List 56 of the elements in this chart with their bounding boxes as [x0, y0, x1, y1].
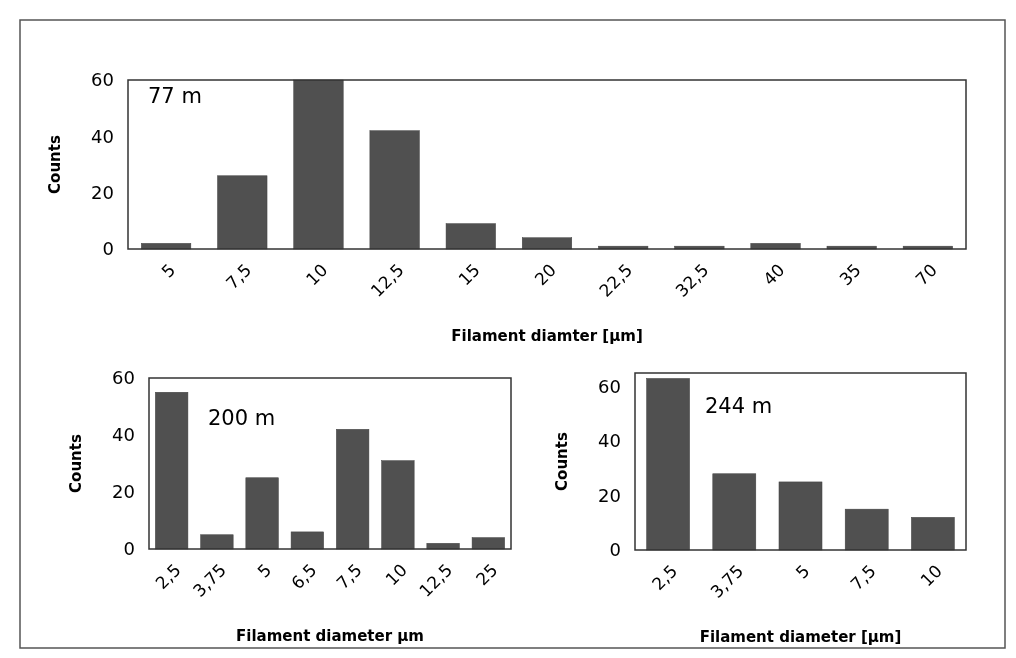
bar — [911, 517, 955, 551]
y-axis-title: Counts — [46, 135, 64, 194]
y-tick-label: 40 — [91, 125, 114, 147]
x-tick-label: 2,5 — [151, 559, 185, 594]
bar — [217, 175, 268, 250]
x-tick-label: 20 — [530, 259, 561, 290]
x-tick-label: 6,5 — [287, 559, 321, 594]
bar — [155, 392, 189, 550]
bar — [521, 237, 573, 250]
x-axis-title: Filament diameter µm — [236, 627, 424, 645]
bar — [778, 481, 823, 551]
y-tick-label: 60 — [112, 367, 135, 389]
y-tick-label: 20 — [91, 181, 114, 203]
x-tick-label: 5 — [157, 259, 180, 282]
x-tick-label: 5 — [791, 560, 814, 583]
bar — [369, 130, 420, 250]
y-axis-title: Counts — [67, 434, 85, 493]
x-tick-label: 2,5 — [647, 560, 682, 595]
bar — [844, 508, 889, 551]
bar — [293, 79, 344, 250]
x-axis-title: Filament diamter [µm] — [451, 327, 643, 345]
bar — [381, 460, 415, 550]
x-tick-label: 5 — [253, 559, 276, 582]
x-tick-label: 40 — [759, 259, 789, 290]
y-tick-label: 0 — [102, 238, 114, 260]
x-tick-label: 7,5 — [222, 259, 256, 294]
x-tick-label: 10 — [916, 560, 946, 591]
bar — [471, 537, 505, 550]
y-axis-title: Counts — [553, 432, 571, 491]
annotation: 244 m — [705, 394, 773, 418]
y-tick-label: 0 — [123, 538, 135, 560]
y-tick-label: 60 — [598, 375, 621, 397]
y-tick-label: 40 — [598, 430, 621, 452]
annotation: 77 m — [148, 84, 202, 108]
bar — [290, 531, 324, 550]
x-tick-label: 70 — [911, 259, 941, 290]
x-tick-label: 10 — [381, 559, 411, 590]
bar — [336, 429, 370, 550]
x-tick-label: 35 — [835, 259, 865, 290]
bar — [712, 473, 757, 551]
x-tick-label: 7,5 — [846, 560, 880, 595]
annotation: 200 m — [208, 406, 276, 430]
y-tick-label: 60 — [91, 69, 114, 91]
y-tick-label: 20 — [112, 481, 135, 503]
x-axis-title: Filament diameter [µm] — [699, 628, 902, 646]
bar — [200, 534, 234, 550]
bar — [646, 378, 690, 551]
x-tick-label: 10 — [302, 259, 332, 290]
x-tick-label: 15 — [454, 259, 484, 290]
y-tick-label: 40 — [112, 424, 135, 446]
y-tick-label: 0 — [609, 539, 621, 561]
bar — [245, 477, 279, 550]
y-tick-label: 20 — [598, 484, 621, 506]
x-tick-label: 7,5 — [332, 559, 366, 594]
x-tick-label: 25 — [471, 559, 502, 590]
bar — [445, 223, 496, 250]
